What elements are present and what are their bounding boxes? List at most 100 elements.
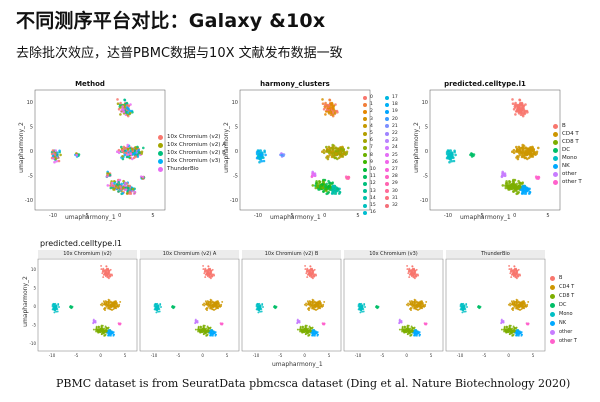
scatter-point [460,308,463,311]
scatter-point [413,334,416,337]
facet-label: 10x Chromium (v3) [344,250,443,258]
scatter-point [515,182,518,186]
scatter-point [107,330,110,333]
scatter-point [217,307,220,310]
scatter-point [307,302,310,305]
legend-item: DC [550,301,577,310]
scatter-point [95,327,98,329]
scatter-point [311,173,315,177]
scatter-point [125,101,129,105]
scatter-point [330,151,333,155]
scatter-point [315,301,317,304]
legend-item: 22 [385,130,398,137]
legend-item: 10x Chromium (v2) B [158,149,226,157]
scatter-point [56,310,59,313]
scatter-point [136,153,139,156]
y-tick-label: 10 [27,100,33,106]
scatter-point [313,275,316,278]
y-tick-label: 5 [33,286,36,291]
legend-item: 11 [363,173,376,180]
scatter-point [421,305,423,308]
scatter-point [424,303,427,306]
scatter-point [409,302,412,305]
scatter-point [206,330,209,332]
scatter-point [211,273,214,276]
scatter-point [408,267,411,270]
scatter-point [304,330,307,333]
scatter-point [157,310,160,313]
scatter-point [309,326,312,329]
scatter-point [307,327,310,330]
scatter-point [411,326,414,329]
scatter-point [134,147,138,150]
x-tick-label: 0 [513,213,516,219]
x-tick-label: -5 [289,213,294,219]
slide-title: 不同测序平台对比：Galaxy &10x [16,10,326,32]
scatter-point [282,153,286,156]
scatter-point [323,300,326,303]
y-tick-label: -5 [28,174,33,180]
scatter-point [313,301,316,304]
scatter-point [126,153,130,156]
scatter-point [504,328,507,331]
scatter-point [118,305,120,308]
scatter-point [54,157,58,160]
scatter-point [311,330,314,333]
scatter-point [403,327,406,329]
scatter-point [154,302,157,305]
legend-item: 25 [385,152,398,159]
legend-clusters: 0 1 2 3 4 5 6 7 8 9 10 11 12 13 14 15 16 17 18 19 20 21 22 23 2… [363,94,403,224]
scatter-point [173,305,176,308]
scatter-point [160,306,162,308]
scatter-point [415,333,418,336]
scatter-point [502,320,505,323]
legend-item: 4 [363,123,376,130]
scatter-point [126,190,129,193]
scatter-point [409,307,412,309]
scatter-point [215,301,218,304]
y-tick-label: 10 [422,100,428,106]
scatter-point [202,333,205,335]
scatter-point [308,300,311,303]
scatter-point [107,301,110,304]
scatter-point [514,106,517,109]
scatter-point [120,108,124,112]
scatter-point [211,301,214,304]
scatter-point [213,309,215,311]
scatter-point [413,298,416,301]
umap-plot-celltype: -10 -5 0 5 10 5 0 -5 -10 [420,89,561,219]
scatter-point [209,271,212,274]
scatter-point [527,322,529,325]
x-tick-label: 5 [151,213,154,219]
panel-title: harmony_clusters [260,80,330,88]
scatter-point [314,186,318,190]
scatter-point [532,148,535,152]
scatter-point [313,333,316,336]
x-tick-label: -5 [482,353,486,358]
scatter-point [338,190,342,194]
scatter-point [205,307,208,309]
scatter-point [325,108,329,112]
scatter-point [503,327,506,329]
scatter-point [526,111,529,114]
scatter-point [507,303,510,306]
scatter-point [421,307,424,310]
legend-item: 16 [363,209,376,216]
facet-umap-plot: -10 -5 0 5 [343,258,444,358]
scatter-point [125,151,128,155]
legend-item: CD8 T [553,138,582,146]
scatter-point [110,181,114,185]
scatter-point [509,324,512,327]
legend-item: 6 [363,137,376,144]
scatter-point [470,153,474,157]
scatter-point [511,102,515,105]
scatter-point [462,306,464,308]
scatter-point [517,145,521,149]
scatter-point [69,306,72,309]
legend-item: 14 [363,195,376,202]
scatter-point [95,330,98,333]
scatter-point [204,267,207,270]
scatter-point [343,151,346,154]
x-tick-label: 5 [532,353,535,358]
scatter-point [132,156,136,160]
